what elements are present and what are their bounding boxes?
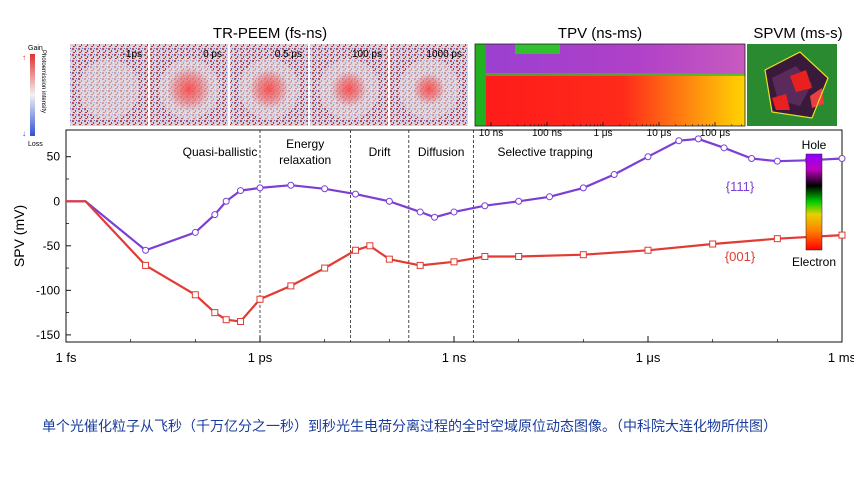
trpeem-frame-label: 0.5 ps	[275, 49, 302, 60]
data-point	[321, 264, 329, 272]
tpv-tick-label: 10 μs	[647, 128, 672, 139]
trpeem-frame-label: -1ps	[123, 49, 142, 60]
svg-text:↑: ↑	[22, 53, 26, 62]
x-tick-label: 1 μs	[636, 350, 661, 365]
data-point	[416, 208, 424, 216]
data-point	[191, 228, 199, 236]
series-111-label: {111}	[726, 179, 755, 194]
y-tick-label: -150	[36, 328, 60, 342]
y-tick-label: -100	[36, 283, 60, 297]
tpv-title: TPV (ns-ms)	[558, 25, 642, 42]
data-point	[256, 184, 264, 192]
region-label: Diffusion	[418, 145, 464, 159]
data-point	[211, 211, 219, 219]
series-line	[66, 200, 843, 323]
x-tick-label: 1 fs	[56, 350, 77, 365]
trpeem-frame: 100 ps	[310, 44, 388, 126]
data-point	[237, 187, 245, 195]
region-label: Selective trapping	[497, 145, 592, 159]
tpv-image	[474, 43, 746, 127]
data-point	[579, 251, 587, 259]
y-axis-label: SPV (mV)	[11, 205, 27, 267]
data-point	[211, 309, 219, 317]
trpeem-title: TR-PEEM (fs-ns)	[213, 25, 327, 42]
colorbar-loss-label: Loss	[28, 141, 43, 148]
y-tick-label: -50	[43, 239, 61, 253]
data-point	[385, 197, 393, 205]
figure-caption: 单个光催化粒子从飞秒（千万亿分之一秒）到秒光生电荷分离过程的全时空域原位动态图像…	[42, 419, 777, 435]
data-point	[838, 231, 846, 239]
tpv-tick-label: 10 ns	[479, 128, 503, 139]
data-point	[142, 261, 150, 269]
series-001-label: {001}	[725, 249, 756, 264]
data-point	[450, 208, 458, 216]
data-point	[709, 240, 717, 248]
trpeem-frame: 0 ps	[150, 44, 228, 126]
trpeem-frame: 1000 ps	[390, 44, 468, 126]
y-tick-label: 0	[53, 194, 60, 208]
data-point	[481, 252, 489, 260]
tpv-axis: 10 ns 100 ns 1 μs 10 μs 100 μs	[479, 122, 742, 139]
spv-plot: Quasi-ballistic Energy relaxation Drift Diff…	[11, 129, 854, 365]
data-point	[481, 202, 489, 210]
trpeem-colorbar: Gain Loss Photoemission intensity ↑ ↓	[22, 45, 46, 148]
data-point	[431, 213, 439, 221]
data-point	[321, 185, 329, 193]
hole-electron-legend: Hole Electron	[792, 138, 836, 269]
trpeem-frame-label: 0 ps	[203, 49, 222, 60]
data-point	[287, 282, 295, 290]
trpeem-frame: 0.5 ps	[230, 44, 308, 126]
data-point	[142, 246, 150, 254]
data-point	[222, 197, 230, 205]
spvm-image	[747, 44, 837, 126]
data-point	[352, 190, 360, 198]
trpeem-frame-label: 100 ps	[352, 49, 382, 60]
region-label: Energy relaxation	[279, 137, 331, 167]
legend-hole-label: Hole	[802, 138, 827, 152]
data-point	[610, 171, 618, 179]
tpv-tick-label: 1 μs	[593, 128, 612, 139]
figure: TR-PEEM (fs-ns) Gain Loss Photoemission …	[11, 25, 854, 365]
data-point	[579, 184, 587, 192]
spvm-title: SPVM (ms-s)	[753, 25, 842, 42]
data-point	[287, 181, 295, 189]
trpeem-frame: -1ps	[70, 44, 148, 126]
data-point	[366, 242, 374, 250]
series-line	[66, 137, 843, 252]
data-point	[675, 137, 683, 145]
x-tick-label: 1 ms	[828, 350, 854, 365]
data-point	[644, 153, 652, 161]
data-point	[450, 258, 458, 266]
x-tick-label: 1 ns	[442, 350, 467, 365]
data-point	[773, 235, 781, 243]
legend-electron-label: Electron	[792, 255, 836, 269]
colorbar-axis-label: Photoemission intensity	[40, 50, 46, 113]
data-point	[256, 295, 264, 303]
region-label: Drift	[369, 145, 392, 159]
data-point	[416, 261, 424, 269]
data-point	[720, 144, 728, 152]
data-point	[694, 135, 702, 143]
data-point	[515, 252, 523, 260]
data-point	[838, 155, 846, 163]
data-point	[748, 155, 756, 163]
data-point	[515, 197, 523, 205]
region-label: Quasi-ballistic	[183, 145, 258, 159]
data-point	[546, 193, 554, 201]
data-point	[352, 246, 360, 254]
data-point	[385, 255, 393, 263]
data-point	[773, 157, 781, 165]
trpeem-frame-label: 1000 ps	[426, 49, 462, 60]
data-point	[222, 316, 230, 324]
svg-text:↓: ↓	[22, 129, 26, 138]
colorbar-gain-label: Gain	[28, 45, 43, 52]
trpeem-frames: -1ps 0 ps 0.5 ps 100 ps 1000 ps	[70, 44, 468, 126]
tpv-tick-label: 100 ns	[532, 128, 562, 139]
data-point	[237, 318, 245, 326]
y-tick-label: 50	[47, 150, 61, 164]
data-point	[191, 291, 199, 299]
tpv-tick-label: 100 μs	[700, 128, 730, 139]
x-tick-label: 1 ps	[248, 350, 273, 365]
data-point	[644, 246, 652, 254]
